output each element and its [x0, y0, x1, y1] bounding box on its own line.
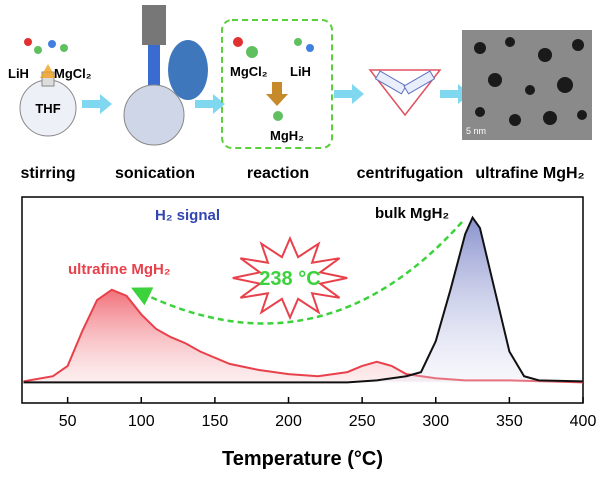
x-tick-label: 100 [128, 413, 155, 430]
annotation: ultrafine MgH₂ [68, 261, 171, 278]
area [23, 289, 584, 383]
flask [123, 84, 185, 146]
burst [232, 235, 348, 321]
x-tick-label: 250 [349, 413, 376, 430]
annotation: H₂ signal [155, 207, 220, 224]
area [23, 217, 584, 383]
step-label: stirring [20, 165, 75, 182]
step-label: ultrafine MgH₂ [475, 165, 584, 182]
solvent: THF [35, 101, 60, 116]
annotation: 238 °C [259, 268, 320, 290]
chart: 50 100 150 200 250 300 350 400 Temperature (°C) 2… [21, 196, 597, 470]
reagent: LiH [290, 64, 311, 79]
x-tick-label: 400 [570, 413, 597, 430]
line [23, 288, 584, 384]
line [23, 215, 584, 384]
x-tick-label: 50 [59, 413, 77, 430]
x-tick-label: 150 [202, 413, 229, 430]
step-label: sonication [115, 165, 195, 182]
annotation: bulk MgH₂ [375, 205, 449, 222]
scale-bar: 5 nm [466, 126, 486, 136]
x-tick-label: 350 [496, 413, 523, 430]
step-label: centrifugation [357, 165, 464, 182]
reagent: LiH [8, 66, 29, 81]
reagent: MgCl₂ [54, 66, 92, 81]
product: MgH₂ [270, 128, 304, 143]
plot-frame [21, 196, 584, 404]
x-tick-label: 300 [422, 413, 449, 430]
x-axis-label: Temperature (°C) [222, 448, 383, 470]
x-tick-label: 200 [275, 413, 302, 430]
schematic: LiH MgCl₂ THF MgCl₂ LiH MgH₂ 5 nm stirri… [8, 5, 592, 182]
reagent: MgCl₂ [230, 64, 268, 79]
arrow [131, 221, 463, 325]
step-label: reaction [247, 165, 309, 182]
